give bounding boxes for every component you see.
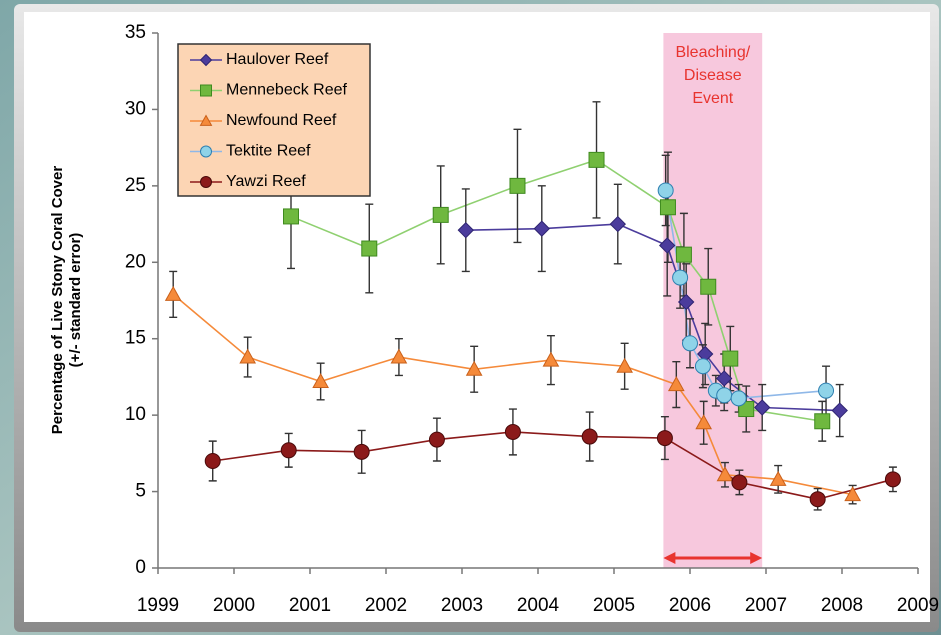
marker	[164, 285, 182, 301]
marker	[672, 269, 689, 286]
marker	[457, 221, 475, 239]
marker	[581, 428, 598, 445]
marker	[533, 220, 551, 237]
x-tick-label: 2002	[365, 595, 407, 616]
marker	[722, 350, 739, 367]
x-tick-label: 2000	[213, 595, 255, 616]
marker	[753, 399, 771, 416]
marker	[200, 176, 212, 188]
marker	[716, 466, 734, 482]
marker	[283, 208, 299, 225]
y-tick-label: 20	[125, 251, 146, 272]
marker	[312, 372, 329, 389]
legend-box	[177, 43, 371, 197]
y-axis-title: Percentage of Live Stony Coral Cover	[49, 166, 66, 435]
marker	[659, 199, 676, 216]
marker	[700, 278, 717, 295]
marker	[465, 360, 483, 376]
y-tick-label: 5	[135, 481, 146, 502]
y-tick-label: 10	[125, 404, 146, 425]
marker	[428, 431, 445, 448]
marker	[695, 414, 713, 430]
marker	[809, 491, 826, 508]
legend-label: Mennebeck Reef	[226, 82, 348, 99]
x-tick-label: 2003	[441, 595, 483, 616]
marker	[814, 413, 831, 430]
x-tick-label: 2006	[669, 595, 711, 616]
panel	[24, 12, 930, 622]
marker	[694, 358, 711, 375]
marker	[199, 114, 213, 126]
annotation-text: Event	[692, 90, 733, 107]
x-tick-label: 2009	[897, 595, 939, 616]
x-tick-label: 2001	[289, 595, 331, 616]
legend-label: Tektite Reef	[226, 143, 311, 160]
marker	[199, 53, 213, 67]
marker	[730, 390, 747, 407]
marker	[657, 182, 674, 199]
marker	[588, 151, 605, 168]
x-tick-label: 2005	[593, 595, 635, 616]
y-tick-label: 0	[135, 557, 146, 578]
marker	[542, 351, 560, 367]
marker	[716, 387, 733, 404]
marker	[200, 145, 212, 158]
y-tick-label: 30	[125, 98, 146, 119]
marker	[200, 84, 212, 97]
marker	[616, 357, 633, 373]
y-tick-label: 15	[125, 328, 146, 349]
marker	[361, 240, 378, 257]
marker	[769, 470, 787, 486]
marker	[609, 215, 627, 233]
y-axis-title: (+/- standard error)	[67, 233, 84, 368]
marker	[239, 348, 257, 364]
legend-label: Newfound Reef	[226, 112, 337, 129]
x-tick-label: 2008	[821, 595, 863, 616]
marker	[731, 474, 748, 491]
legend-label: Yawzi Reef	[226, 173, 306, 190]
marker	[844, 486, 861, 502]
x-tick-label: 1999	[137, 595, 179, 616]
marker	[677, 293, 695, 311]
marker	[675, 246, 692, 263]
annotation-text: Bleaching/	[675, 44, 750, 61]
marker	[667, 376, 685, 392]
marker	[204, 453, 221, 469]
marker	[658, 237, 676, 254]
marker	[818, 382, 835, 399]
annotation-text: Disease	[684, 67, 742, 84]
marker	[509, 177, 526, 194]
x-tick-label: 2007	[745, 595, 787, 616]
y-tick-label: 35	[125, 22, 146, 43]
legend-label: Haulover Reef	[226, 51, 329, 68]
y-tick-label: 25	[125, 175, 146, 196]
marker	[831, 402, 848, 419]
marker	[682, 335, 698, 352]
marker	[280, 442, 297, 459]
annotation-arrowhead	[663, 552, 763, 564]
marker	[432, 206, 449, 223]
marker	[353, 443, 370, 460]
marker	[884, 471, 901, 488]
x-tick-label: 2004	[517, 595, 560, 616]
marker	[504, 423, 521, 440]
marker	[390, 348, 408, 364]
series-line	[172, 293, 853, 496]
marker	[715, 370, 733, 387]
marker	[656, 430, 673, 447]
plot-area: Bleaching/Disease Event 0 5 10 15 20 25 30 35 1999…	[125, 22, 939, 616]
